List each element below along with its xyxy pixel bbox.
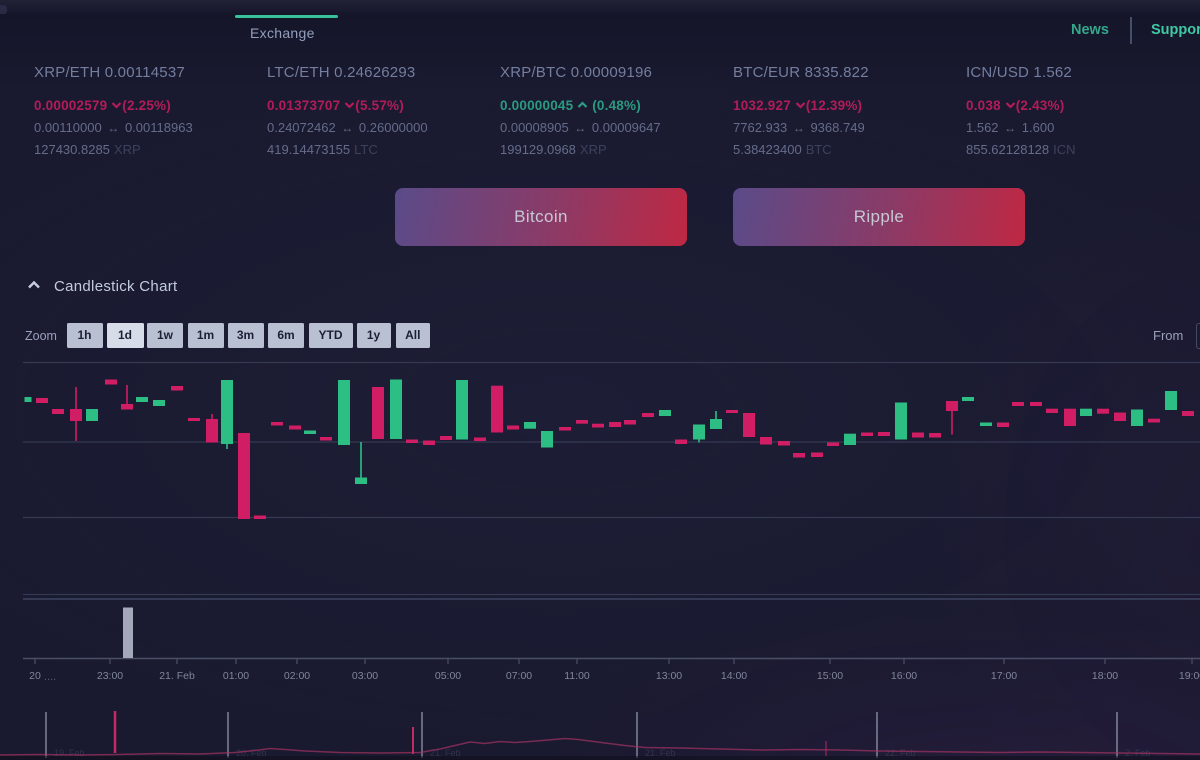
svg-text:22. Feb: 22. Feb bbox=[885, 748, 916, 758]
svg-text:15:00: 15:00 bbox=[817, 670, 843, 682]
svg-text:20. Feb: 20. Feb bbox=[236, 748, 267, 758]
svg-text:05:00: 05:00 bbox=[435, 670, 461, 682]
svg-text:17:00: 17:00 bbox=[991, 670, 1017, 682]
svg-text:03:00: 03:00 bbox=[352, 670, 378, 682]
svg-text:16:00: 16:00 bbox=[891, 670, 917, 682]
svg-text:19:00: 19:00 bbox=[1179, 670, 1200, 682]
svg-text:21. Feb: 21. Feb bbox=[430, 748, 461, 758]
svg-text:01:00: 01:00 bbox=[223, 670, 249, 682]
svg-text:14:00: 14:00 bbox=[721, 670, 747, 682]
svg-text:23:00: 23:00 bbox=[97, 670, 123, 682]
svg-text:20: 20 bbox=[29, 670, 41, 682]
svg-text:21. Feb: 21. Feb bbox=[159, 670, 195, 682]
svg-text:....: .... bbox=[44, 671, 56, 683]
svg-text:21. Feb: 21. Feb bbox=[645, 748, 676, 758]
svg-text:13:00: 13:00 bbox=[656, 670, 682, 682]
svg-text:02:00: 02:00 bbox=[284, 670, 310, 682]
svg-text:07:00: 07:00 bbox=[506, 670, 532, 682]
svg-text:19. Feb: 19. Feb bbox=[54, 748, 85, 758]
svg-text:18:00: 18:00 bbox=[1092, 670, 1118, 682]
svg-text:11:00: 11:00 bbox=[564, 670, 590, 682]
